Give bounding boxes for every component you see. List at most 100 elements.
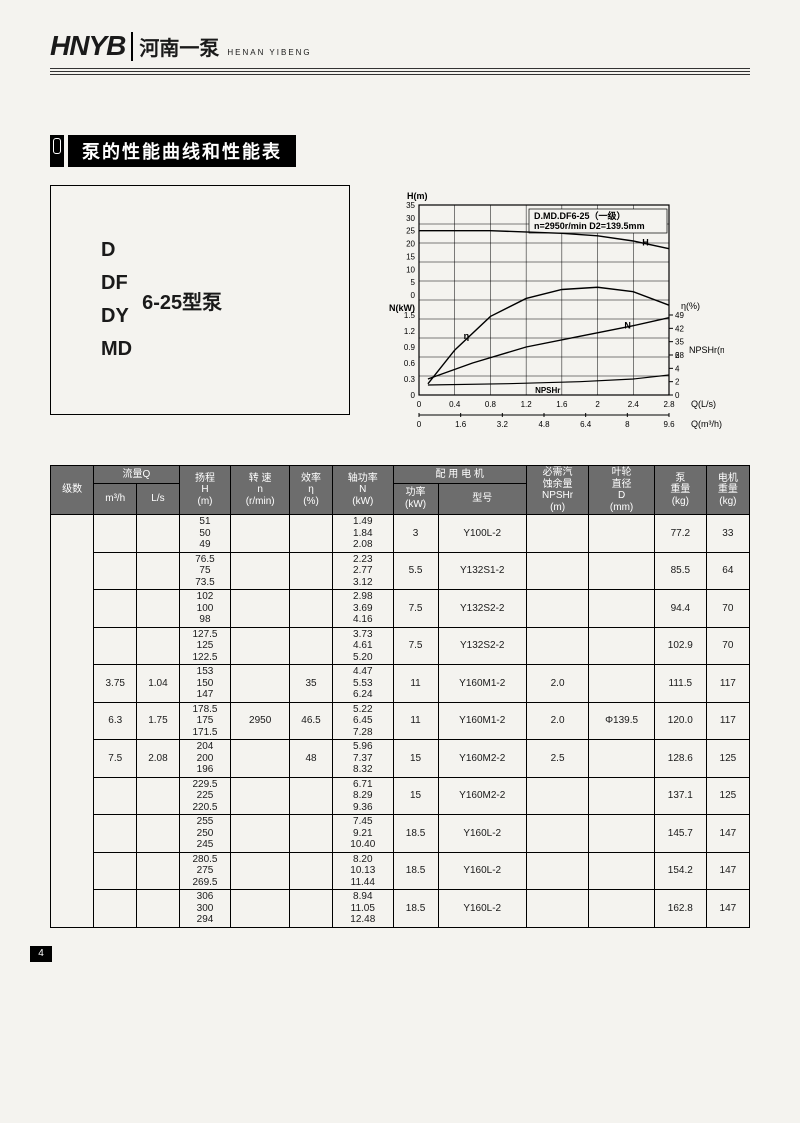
cell-npshr — [526, 815, 588, 853]
cell-pw: 85.5 — [654, 552, 706, 590]
cell-pw: 102.9 — [654, 627, 706, 665]
cell-eff — [289, 890, 332, 928]
cell-mw: 117 — [706, 665, 749, 703]
cell-head: 204 200 196 — [179, 740, 231, 778]
cell-eff: 35 — [289, 665, 332, 703]
svg-text:25: 25 — [406, 227, 415, 236]
th-stage: 级数 — [51, 466, 94, 515]
cell-imp — [589, 590, 655, 628]
table-row: 280.5 275 269.58.20 10.13 11.4418.5Y160L… — [51, 852, 750, 890]
cell-speed — [231, 777, 290, 815]
svg-text:NPSHr(m): NPSHr(m) — [689, 345, 724, 355]
svg-text:H: H — [642, 238, 649, 248]
cell-shaft: 8.94 11.05 12.48 — [333, 890, 393, 928]
svg-text:1.2: 1.2 — [521, 400, 533, 409]
cell-m3h — [94, 852, 137, 890]
svg-text:0.6: 0.6 — [404, 359, 416, 368]
cell-npshr — [526, 890, 588, 928]
model-suffix: 6-25型泵 — [142, 286, 222, 315]
cell-eff — [289, 815, 332, 853]
cell-mw: 125 — [706, 777, 749, 815]
cell-m3h — [94, 627, 137, 665]
cell-mw: 64 — [706, 552, 749, 590]
cell-ls — [137, 590, 179, 628]
cell-head: 255 250 245 — [179, 815, 231, 853]
cell-mw: 33 — [706, 515, 749, 553]
svg-text:0.3: 0.3 — [404, 375, 416, 384]
cell-head: 127.5 125 122.5 — [179, 627, 231, 665]
cell-pw: 128.6 — [654, 740, 706, 778]
cell-m3h: 3.75 — [94, 665, 137, 703]
cell-motor-p: 18.5 — [393, 852, 438, 890]
cell-m3h — [94, 590, 137, 628]
svg-text:2.4: 2.4 — [628, 400, 640, 409]
cell-motor-m: Y160L-2 — [438, 815, 526, 853]
cell-imp — [589, 665, 655, 703]
cell-motor-m: Y160L-2 — [438, 852, 526, 890]
cell-shaft: 2.98 3.69 4.16 — [333, 590, 393, 628]
cell-speed — [231, 665, 290, 703]
cell-motor-m: Y160M1-2 — [438, 665, 526, 703]
cell-mw: 70 — [706, 590, 749, 628]
cell-eff — [289, 515, 332, 553]
cell-head: 76.5 75 73.5 — [179, 552, 231, 590]
cell-eff — [289, 627, 332, 665]
svg-text:0: 0 — [417, 420, 422, 429]
cell-pw: 162.8 — [654, 890, 706, 928]
cell-npshr: 2.0 — [526, 702, 588, 740]
svg-text:8: 8 — [625, 420, 630, 429]
cell-imp — [589, 627, 655, 665]
cell-pw: 94.4 — [654, 590, 706, 628]
svg-text:NPSHr: NPSHr — [535, 386, 560, 395]
cell-ls — [137, 815, 179, 853]
cell-mw: 125 — [706, 740, 749, 778]
cell-eff: 48 — [289, 740, 332, 778]
cell-shaft: 4.47 5.53 6.24 — [333, 665, 393, 703]
cell-imp — [589, 552, 655, 590]
cell-m3h: 7.5 — [94, 740, 137, 778]
cell-ls — [137, 552, 179, 590]
svg-text:10: 10 — [406, 265, 415, 274]
model-box: D DF DY MD 6-25型泵 — [50, 185, 350, 415]
cell-ls — [137, 627, 179, 665]
model-prefix: D — [101, 239, 132, 262]
cell-speed — [231, 515, 290, 553]
table-row: 51 50 491.49 1.84 2.083Y100L-277.233 — [51, 515, 750, 553]
cell-imp — [589, 515, 655, 553]
cell-shaft: 6.71 8.29 9.36 — [333, 777, 393, 815]
cell-shaft: 3.73 4.61 5.20 — [333, 627, 393, 665]
th-imp: 叶轮 直径 D (mm) — [589, 466, 655, 515]
section-title: 泵的性能曲线和性能表 — [68, 135, 296, 167]
cell-npshr — [526, 590, 588, 628]
cell-head: 153 150 147 — [179, 665, 231, 703]
table-row: 76.5 75 73.52.23 2.77 3.125.5Y132S1-285.… — [51, 552, 750, 590]
cell-speed — [231, 890, 290, 928]
svg-text:D.MD.DF6-25（一级）: D.MD.DF6-25（一级） — [534, 210, 626, 221]
svg-text:H(m): H(m) — [407, 191, 428, 201]
cell-pw: 137.1 — [654, 777, 706, 815]
cell-shaft: 2.23 2.77 3.12 — [333, 552, 393, 590]
cell-speed — [231, 740, 290, 778]
cell-npshr — [526, 627, 588, 665]
cell-head: 178.5 175 171.5 — [179, 702, 231, 740]
cell-imp: Φ139.5 — [589, 702, 655, 740]
table-row: 6.31.75178.5 175 171.5295046.55.22 6.45 … — [51, 702, 750, 740]
cell-ls: 1.75 — [137, 702, 179, 740]
cell-speed — [231, 627, 290, 665]
cell-m3h — [94, 552, 137, 590]
table-row: 255 250 2457.45 9.21 10.4018.5Y160L-2145… — [51, 815, 750, 853]
cell-imp — [589, 815, 655, 853]
cell-npshr — [526, 777, 588, 815]
cell-speed — [231, 590, 290, 628]
cell-mw: 147 — [706, 890, 749, 928]
svg-text:η: η — [464, 331, 470, 341]
cell-shaft: 1.49 1.84 2.08 — [333, 515, 393, 553]
cell-imp — [589, 852, 655, 890]
cell-eff — [289, 552, 332, 590]
svg-text:n=2950r/min D2=139.5mm: n=2950r/min D2=139.5mm — [534, 221, 645, 231]
cell-imp — [589, 777, 655, 815]
brand-header: HNYB 河南一泵 HENAN YIBENG — [50, 30, 750, 62]
cell-motor-m: Y132S1-2 — [438, 552, 526, 590]
cell-ls — [137, 515, 179, 553]
svg-text:6: 6 — [675, 351, 680, 360]
